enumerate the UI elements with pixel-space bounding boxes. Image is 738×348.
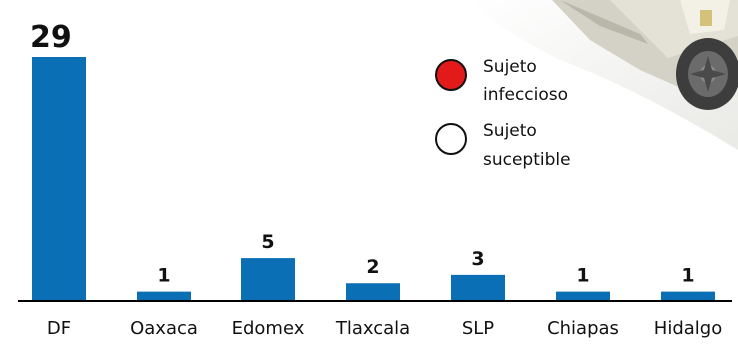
data-label: 1: [576, 265, 589, 287]
legend: Sujeto infeccioso Sujeto suceptible: [435, 57, 571, 170]
bars-group: [32, 57, 715, 300]
legend-label-line1: Sujeto: [483, 121, 537, 141]
data-label: 1: [681, 265, 694, 287]
category-label: Hidalgo: [654, 318, 722, 339]
data-label: 1: [157, 265, 170, 287]
bar-slp: [451, 274, 505, 300]
bar-df: [32, 57, 86, 300]
truck-icon: [470, 0, 738, 150]
category-label: Chiapas: [547, 318, 619, 339]
category-label: Edomex: [232, 318, 305, 339]
bar-tlaxcala: [346, 283, 400, 300]
bar-chiapas: [556, 291, 610, 300]
bar-edomex: [241, 258, 295, 300]
legend-item-suceptible: Sujeto suceptible: [435, 121, 571, 170]
category-label: Oaxaca: [130, 318, 198, 339]
bar-hidalgo: [661, 291, 715, 300]
category-label: Tlaxcala: [335, 318, 410, 339]
data-label: 3: [471, 248, 484, 270]
data-label: 2: [366, 256, 379, 278]
red-circle-icon: [435, 59, 467, 91]
bar-oaxaca: [137, 291, 191, 300]
category-label: DF: [47, 318, 71, 339]
legend-label-line2: suceptible: [483, 150, 571, 170]
category-label: SLP: [462, 318, 494, 339]
data-labels-group: 29 1 5 2 3 1 1: [30, 20, 695, 287]
legend-label-line1: Sujeto: [483, 57, 537, 77]
legend-label-line2: infeccioso: [483, 85, 568, 105]
legend-item-infeccioso: Sujeto infeccioso: [435, 57, 568, 105]
category-labels-group: DF Oaxaca Edomex Tlaxcala SLP Chiapas Hidalgo: [47, 318, 722, 339]
data-label: 5: [261, 231, 274, 253]
empty-circle-icon: [435, 123, 467, 155]
data-label: 29: [30, 20, 72, 55]
